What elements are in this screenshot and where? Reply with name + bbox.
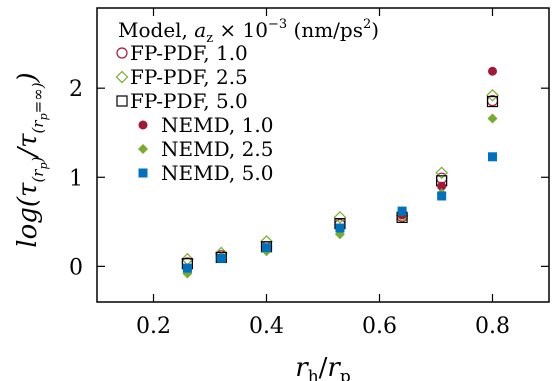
legend-label: NEMD, 1.0 [161,113,273,137]
legend-title: Model, az × 10−3 (nm/ps2) [118,17,379,46]
data-point [488,152,497,162]
legend-marker [116,95,128,107]
data-point [487,113,498,124]
plot-frame [96,7,550,303]
legend-label: NEMD, 2.5 [161,137,273,161]
y-axis-label: log(τ(rp)/τ(rp=∞)) [13,72,50,247]
series-6 [182,152,497,273]
x-tick-label: 0.2 [136,314,171,339]
legend-marker [138,168,148,178]
y-tick-label: 0 [69,255,83,280]
x-tick-label: 0.8 [475,314,510,339]
y-tick-label: 2 [69,77,83,102]
y-tick-label: 1 [69,166,83,191]
data-point [486,88,499,102]
data-point [437,181,447,191]
legend-marker [115,70,129,84]
x-axis-label: rh/rp [295,353,351,381]
legend-marker [138,120,148,130]
data-point [488,66,497,76]
data-point [437,191,447,201]
data-point [435,166,448,180]
legend: Model, az × 10−3 (nm/ps2)FP-PDF, 1.0FP-P… [115,17,379,185]
data-point [397,206,407,216]
data-point [216,253,226,263]
x-tick-label: 0.4 [249,314,284,339]
data-point [333,211,347,224]
x-tick-label: 0.6 [362,314,397,339]
data-point [262,243,271,253]
legend-label: FP-PDF, 1.0 [130,41,248,65]
data-point [486,95,499,108]
data-point [335,223,345,233]
legend-marker [116,47,128,59]
legend-label: NEMD, 5.0 [161,161,273,185]
legend-label: FP-PDF, 2.5 [130,65,248,89]
legend-marker [138,144,148,154]
data-point [182,263,192,273]
legend-label: FP-PDF, 5.0 [130,89,248,113]
